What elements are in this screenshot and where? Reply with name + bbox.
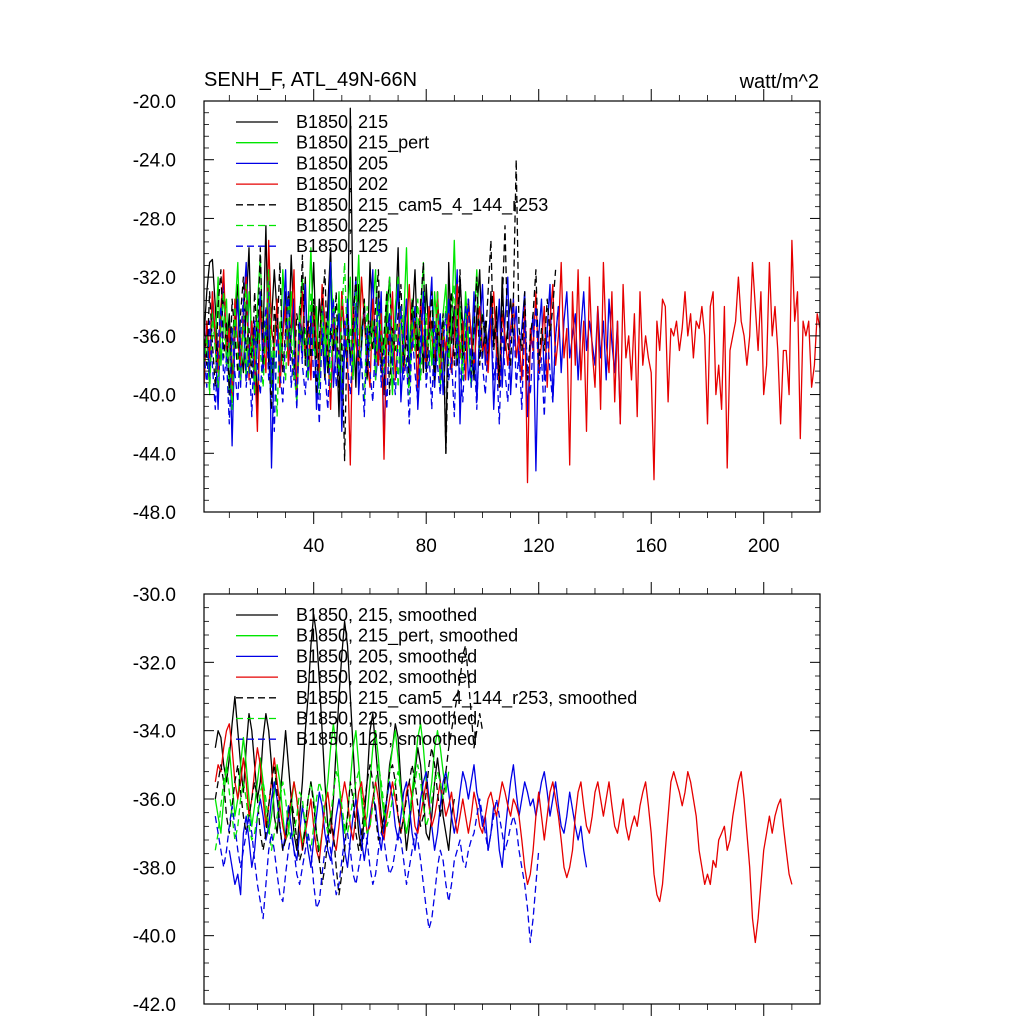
top-y-tick-label: -40.0 [133,386,176,407]
top-legend-label: B1850, 215_pert [296,133,429,154]
top-x-tick-label: 200 [748,536,780,557]
bottom-y-tick-label: -36.0 [133,790,176,811]
top-y-tick-label: -20.0 [133,92,176,113]
top-series-line-6 [204,261,472,418]
top-y-tick-label: -24.0 [133,151,176,172]
top-x-tick-label: 80 [416,536,437,557]
top-legend-label: B1850, 215_cam5_4_144_r253 [296,195,548,216]
bottom-y-tick-label: -32.0 [133,653,176,674]
units-label: watt/m^2 [739,71,819,93]
bottom-y-tick-label: -34.0 [133,722,176,743]
top-plot-frame [203,100,821,513]
bottom-legend-label: B1850, 215_cam5_4_144_r253, smoothed [296,688,637,709]
top-legend-label: B1850, 215 [296,112,388,132]
top-y-tick-label: -48.0 [133,503,176,524]
top-x-tick-label: 160 [635,536,667,557]
bottom-legend-label: B1850, 205, smoothed [296,646,477,666]
bottom-legend-label: B1850, 225, smoothed [296,709,477,729]
bottom-y-tick-label: -30.0 [133,585,176,606]
bottom-legend-label: B1850, 215, smoothed [296,605,477,625]
bottom-y-tick-label: -40.0 [133,927,176,948]
bottom-y-tick-label: -42.0 [133,995,176,1016]
top-x-tick-label: 40 [303,536,324,557]
bottom-series-line-6 [214,764,444,851]
bottom-y-tick-label: -38.0 [133,858,176,879]
bottom-legend-label: B1850, 125, smoothed [296,729,477,749]
bottom-series-line-7 [214,798,540,944]
chart-title: SENH_F, ATL_49N-66N [204,69,417,91]
bottom-legend-label: B1850, 202, smoothed [296,667,477,687]
top-legend-label: B1850, 225 [296,216,388,236]
bottom-series-line-5 [214,644,484,896]
top-legend-label: B1850, 125 [296,236,388,256]
top-series-line-7 [204,291,560,432]
top-y-tick-label: -44.0 [133,444,176,465]
top-y-tick-label: -32.0 [133,268,176,289]
top-y-tick-label: -36.0 [133,327,176,348]
top-legend-label: B1850, 202 [296,174,388,194]
top-legend-label: B1850, 205 [296,153,388,173]
bottom-series-line-4 [214,723,793,944]
top-x-tick-label: 120 [523,536,555,557]
bottom-legend-label: B1850, 215_pert, smoothed [296,626,518,647]
top-y-tick-label: -28.0 [133,209,176,230]
